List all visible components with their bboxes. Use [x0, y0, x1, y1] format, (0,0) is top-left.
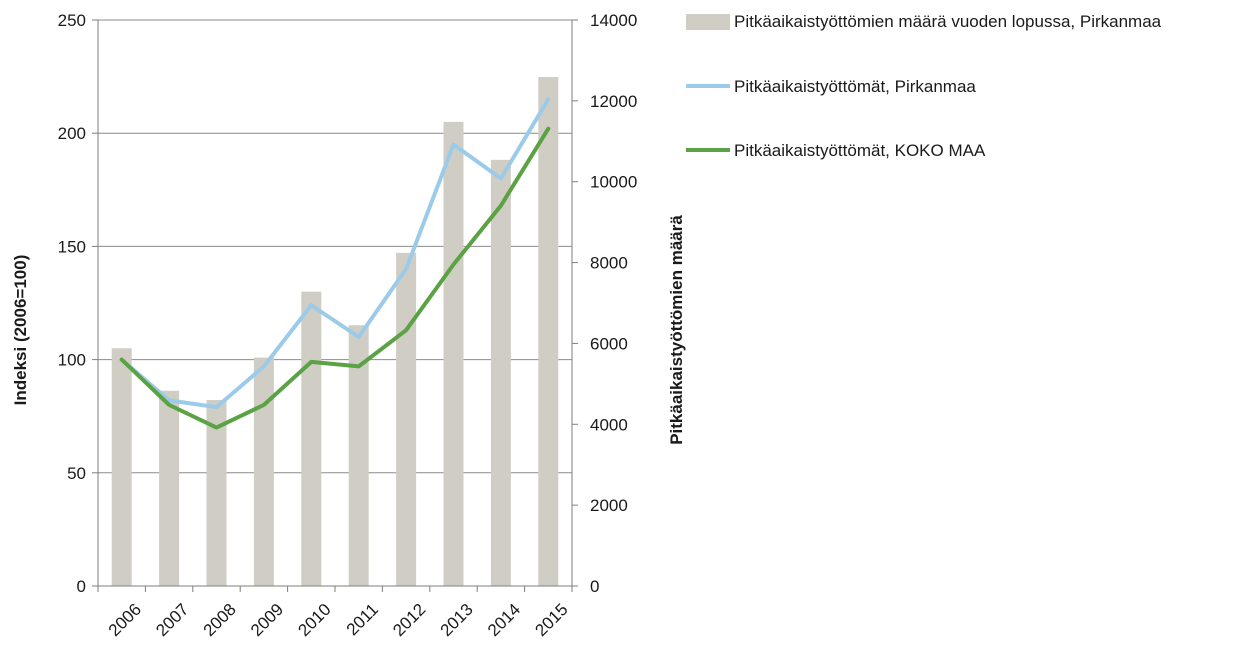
- bar-2009: [253, 357, 274, 586]
- bar-2011: [348, 325, 369, 586]
- y-right-tick-label-4: 8000: [590, 254, 628, 273]
- y-left-tick-label-0: 0: [77, 577, 86, 596]
- y-right-tick-label-0: 0: [590, 577, 599, 596]
- y-right-tick-label-2: 4000: [590, 415, 628, 434]
- y-right-tick-label-6: 12000: [590, 92, 637, 111]
- bar-2015: [538, 77, 559, 587]
- bar-2010: [301, 291, 322, 586]
- legend-swatch-bar: [686, 14, 730, 30]
- x-tick-label-2014: 2014: [484, 600, 524, 640]
- x-tick-label-2006: 2006: [105, 600, 145, 640]
- legend-label-line-pirkanmaa: Pitkäaikaistyöttömät, Pirkanmaa: [734, 77, 976, 96]
- y-left-tick-label-4: 200: [58, 124, 86, 143]
- x-tick-label-2009: 2009: [247, 600, 287, 640]
- x-tick-label-2015: 2015: [531, 600, 571, 640]
- bar-2008: [206, 400, 227, 586]
- x-tick-label-2010: 2010: [294, 600, 334, 640]
- bar-2012: [396, 252, 417, 586]
- axes: [92, 19, 578, 592]
- x-tick-label-2008: 2008: [200, 600, 240, 640]
- x-tick-label-2007: 2007: [152, 600, 192, 640]
- line-series-group: [119, 97, 551, 430]
- bar-2006: [111, 348, 132, 586]
- bar-series-group: [111, 77, 559, 587]
- y-right-tick-label-3: 6000: [590, 334, 628, 353]
- bar-2014: [490, 159, 511, 586]
- bar-2007: [159, 390, 180, 586]
- y-left-tick-label-5: 250: [58, 11, 86, 30]
- line-series-0: [119, 97, 551, 410]
- x-tick-label-2013: 2013: [437, 600, 477, 640]
- x-tick-label-2011: 2011: [343, 600, 382, 639]
- bar-2013: [443, 121, 464, 586]
- y-left-tick-label-1: 50: [67, 464, 86, 483]
- legend-label-line-koko-maa: Pitkäaikaistyöttömät, KOKO MAA: [734, 141, 986, 160]
- y-right-tick-label-7: 14000: [590, 11, 637, 30]
- y-left-tick-label-3: 150: [58, 237, 86, 256]
- line-series-1: [119, 126, 551, 430]
- y-right-tick-label-5: 10000: [590, 173, 637, 192]
- legend-label-bar: Pitkäaikaistyöttömien määrä vuoden lopus…: [734, 12, 1162, 31]
- x-tick-label-2012: 2012: [389, 600, 429, 640]
- y-right-tick-label-1: 2000: [590, 496, 628, 515]
- y-left-axis-title: Indeksi (2006=100): [11, 255, 30, 406]
- y-left-tick-label-2: 100: [58, 351, 86, 370]
- y-right-axis-title: Pitkäaikaistyöttömien määrä: [667, 215, 686, 445]
- legend: Pitkäaikaistyöttömien määrä vuoden lopus…: [686, 12, 1162, 160]
